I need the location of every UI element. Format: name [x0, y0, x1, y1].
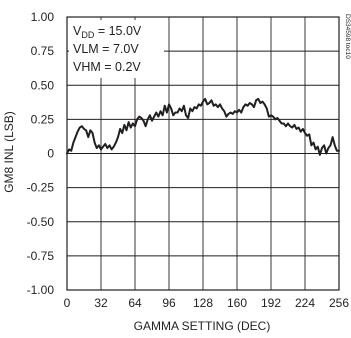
inl-series-line [66, 97, 340, 156]
legend-box [69, 20, 164, 78]
y-tick-label: 0.50 [31, 78, 55, 92]
legend-vlm: VLM = 7.0V [73, 42, 139, 56]
x-axis-title: GAMMA SETTING (DEC) [134, 319, 271, 333]
x-tick-label: 256 [329, 296, 349, 310]
x-tick-label: 0 [64, 296, 71, 310]
x-tick-label: 96 [162, 296, 176, 310]
y-tick-label: -1.00 [27, 283, 55, 297]
x-tick-label: 192 [261, 296, 281, 310]
figure-id-label: DS34598 toc10 [344, 14, 351, 59]
x-tick-label: 224 [295, 296, 315, 310]
legend-vdd-rest: = 15.0V [94, 24, 142, 38]
tick-labels: 0 32 64 96 128 160 192 224 2561.000.750.500.250-… [27, 10, 350, 310]
y-axis-title: GM8 INL (LSB) [2, 111, 16, 193]
grid [67, 17, 339, 290]
x-tick-label: 128 [193, 296, 213, 310]
x-tick-label: 32 [94, 296, 108, 310]
x-tick-label: 160 [227, 296, 247, 310]
y-tick-label: 0.25 [31, 112, 55, 126]
y-tick-label: 1.00 [31, 10, 55, 24]
y-tick-label: 0 [47, 147, 54, 161]
x-tick-label: 64 [128, 296, 142, 310]
y-tick-label: -0.50 [27, 215, 55, 229]
y-tick-label: -0.75 [27, 249, 55, 263]
y-tick-label: -0.25 [27, 181, 55, 195]
legend-vhm: VHM = 0.2V [73, 60, 141, 74]
legend-vdd: VDD = 15.0V [73, 24, 142, 40]
y-tick-label: 0.75 [31, 44, 55, 58]
legend-vdd-main: V [73, 24, 82, 38]
legend-vdd-sub: DD [81, 30, 94, 40]
